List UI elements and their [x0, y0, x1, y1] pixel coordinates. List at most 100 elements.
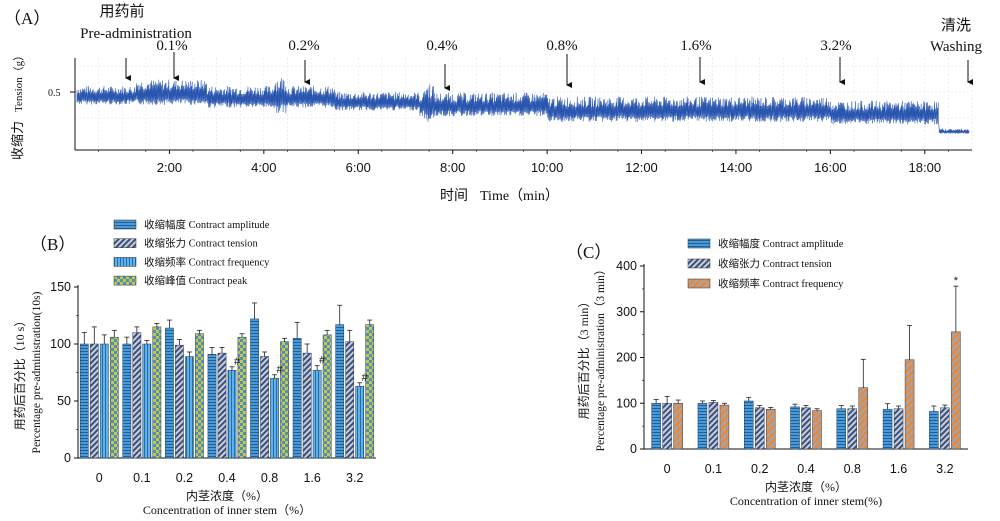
x-tick-label: 0.4 [218, 471, 235, 485]
bar [89, 343, 99, 459]
y-tick-label: 150 [50, 280, 71, 294]
bar [142, 343, 152, 459]
annotation-label: 1.6% [680, 38, 711, 54]
panel-a-xtick-label: 18:00 [909, 160, 942, 175]
x-tick-label: 3.2 [346, 471, 363, 485]
significance-marker: # [362, 372, 369, 384]
bar [847, 408, 858, 450]
annotation-label: 3.2% [820, 38, 851, 54]
panel-a-xtick-label: 2:00 [157, 160, 182, 175]
y-tick-label: 50 [57, 394, 71, 408]
panel-label: （C） [566, 243, 611, 262]
bar [345, 341, 355, 459]
bar [270, 377, 279, 459]
annotation-label-en: Pre-administration [80, 26, 192, 42]
panel-a-ylabel-cn: 收缩力 [10, 121, 25, 160]
bar [812, 410, 822, 450]
bar [365, 324, 375, 459]
x-tick-label: 1.6 [303, 471, 320, 485]
y-tick-label: 0 [630, 442, 637, 456]
x-tick-label: 0.8 [844, 462, 861, 476]
bar [152, 326, 162, 459]
annotation-label: 0.8% [546, 38, 577, 54]
annotation-label: 0.4% [426, 38, 457, 54]
bar [929, 411, 939, 450]
legend-swatch [687, 258, 711, 269]
y-tick-label: 400 [616, 259, 637, 273]
panel-a-xtick-label: 6:00 [346, 160, 371, 175]
bar [801, 407, 811, 450]
annotation-label-cn: 用药前 [99, 3, 144, 20]
panel-a: （A） 收缩力 Tension（g） 0.5 2:00 4:00 6:00 8:00 1… [4, 3, 983, 204]
legend-swatch [687, 238, 711, 249]
panel-a-xtick-label: 10:00 [531, 160, 564, 175]
bar [754, 407, 765, 450]
bar [165, 327, 174, 459]
bar [651, 403, 661, 450]
x-tick-label: 0.8 [261, 471, 278, 485]
bar [335, 324, 345, 459]
y-axis-label-cn: 用药后百分比（3 min） [577, 296, 591, 420]
legend-swatch [687, 278, 711, 289]
legend-swatch [113, 257, 137, 267]
legend-swatch [113, 219, 137, 230]
significance-marker: # [277, 364, 284, 376]
significance-marker: # [319, 355, 326, 367]
bar [207, 354, 217, 459]
y-tick-label: 200 [616, 351, 637, 365]
y-tick-label: 100 [50, 337, 71, 351]
panel-b: （B） 收缩幅度 Contract amplitude 收缩张力 Contract … [13, 218, 376, 517]
y-axis-label-cn: 用药后百分比（10 s） [13, 315, 27, 431]
bar [765, 408, 776, 450]
bar [109, 336, 119, 459]
bar [175, 344, 184, 459]
bar [312, 369, 322, 459]
tension-trace [76, 78, 970, 134]
panel-a-xtick-label: 12:00 [625, 160, 658, 175]
bar [132, 332, 142, 459]
x-tick-label: 0 [96, 471, 103, 485]
bar [79, 343, 89, 459]
legend-label: 收缩幅度 Contract amplitude [718, 237, 844, 250]
x-tick-label: 0.1 [133, 471, 150, 485]
panel-a-xlabel-en: Time（min） [480, 188, 559, 204]
annotation-label-cn: 清洗 [941, 17, 971, 34]
panel-a-ylabel-en: Tension（g） [12, 50, 25, 112]
y-axis-label-en: Percentage pre-administration(10s) [31, 291, 43, 453]
panel-a-label: （A） [4, 9, 50, 28]
bar [195, 333, 204, 459]
panel-a-xticks: 2:00 4:00 6:00 8:00 10:00 12:00 14:00 16:00 18:0… [98, 150, 949, 175]
x-tick-label: 0.2 [751, 462, 768, 476]
bar [227, 369, 237, 459]
bar [280, 341, 289, 459]
y-tick-label: 0 [64, 451, 71, 465]
legend-label: 收缩频率 Contract frequency [144, 255, 270, 268]
bar [893, 408, 904, 450]
bar [302, 352, 312, 459]
bar [708, 402, 719, 450]
bar [858, 387, 869, 450]
y-tick-label: 100 [616, 396, 637, 410]
panel-a-xtick-label: 16:00 [814, 160, 847, 175]
bar [673, 403, 683, 450]
bar [904, 359, 915, 450]
bar [743, 400, 754, 450]
bar [836, 408, 847, 450]
bar [185, 356, 194, 459]
bar [697, 403, 708, 450]
panel-c: （C） 收缩幅度 Contract amplitude 收缩张力 Contract … [566, 237, 968, 508]
bar [322, 334, 332, 459]
x-axis-label-cn: 内茎浓度（%） [765, 479, 847, 494]
legend-label: 收缩幅度 Contract amplitude [144, 218, 270, 231]
bar [662, 403, 672, 450]
bar [122, 343, 132, 459]
bar [99, 343, 109, 459]
x-tick-label: 0 [664, 462, 671, 476]
x-axis-label-cn: 内茎浓度（%） [186, 488, 268, 503]
panel-a-ytick: 0.5 [48, 88, 61, 99]
significance-marker: # [234, 356, 241, 368]
legend-swatch [113, 275, 137, 286]
bar [951, 331, 961, 450]
bar [940, 407, 950, 450]
